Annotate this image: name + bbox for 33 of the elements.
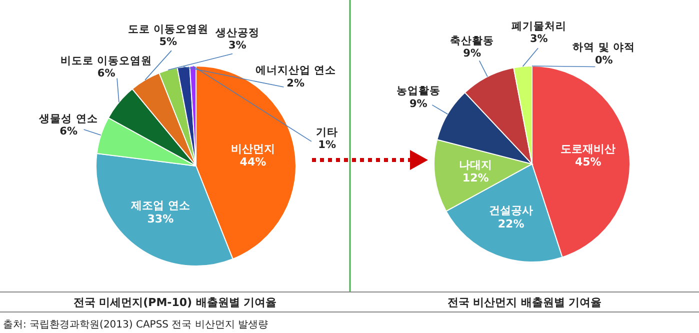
slice-label: 생산공정 (214, 26, 260, 39)
data-label: 6% (60, 126, 78, 138)
data-label: 22% (498, 217, 524, 230)
source-note: 출처: 국립환경과학원(2013) CAPSS 전국 비산먼지 발생량 (3, 320, 268, 330)
slice-label: 축산활동 (450, 34, 494, 47)
data-label: 3% (530, 33, 548, 46)
slice-label: 도로 이동오염원 (128, 23, 208, 36)
data-label: 6% (97, 67, 116, 80)
slice-label: 폐기물처리 (511, 20, 566, 33)
slice-label: 비도로 이동오염원 (60, 54, 152, 67)
data-label: 5% (159, 36, 178, 48)
text: 전국 비산먼지 배출원별 기여율 (447, 296, 602, 309)
category-label: 하역 및 야적 (572, 42, 636, 54)
data-label: 12% (462, 172, 489, 185)
slice-label: 제조업 연소 (130, 199, 190, 212)
data-label: 45% (574, 156, 602, 169)
slice-label: 농업활동 (396, 85, 440, 98)
slice-label: 에너지산업 연소 (255, 64, 336, 77)
data-label: 9% (409, 98, 428, 110)
text: 전국 미세먼지(PM-10) 배출원별 기여율 (73, 296, 277, 309)
data-label: 9% (463, 47, 482, 60)
data-label: 44% (240, 156, 266, 169)
slice-label: 생물성 연소 (38, 112, 98, 125)
slice-label: 비산먼지 (230, 142, 275, 156)
text: 0% (594, 54, 613, 66)
data-label: 3% (228, 40, 247, 52)
slice-label: 건설공사 (489, 204, 534, 218)
slice-label: 나대지 (459, 158, 492, 172)
slice-label: 기타 (316, 126, 338, 139)
data-label: 33% (147, 212, 174, 226)
data-label: 1% (318, 139, 336, 152)
slice-label: 도로재비산 (560, 142, 616, 156)
data-label: 2% (286, 77, 305, 90)
